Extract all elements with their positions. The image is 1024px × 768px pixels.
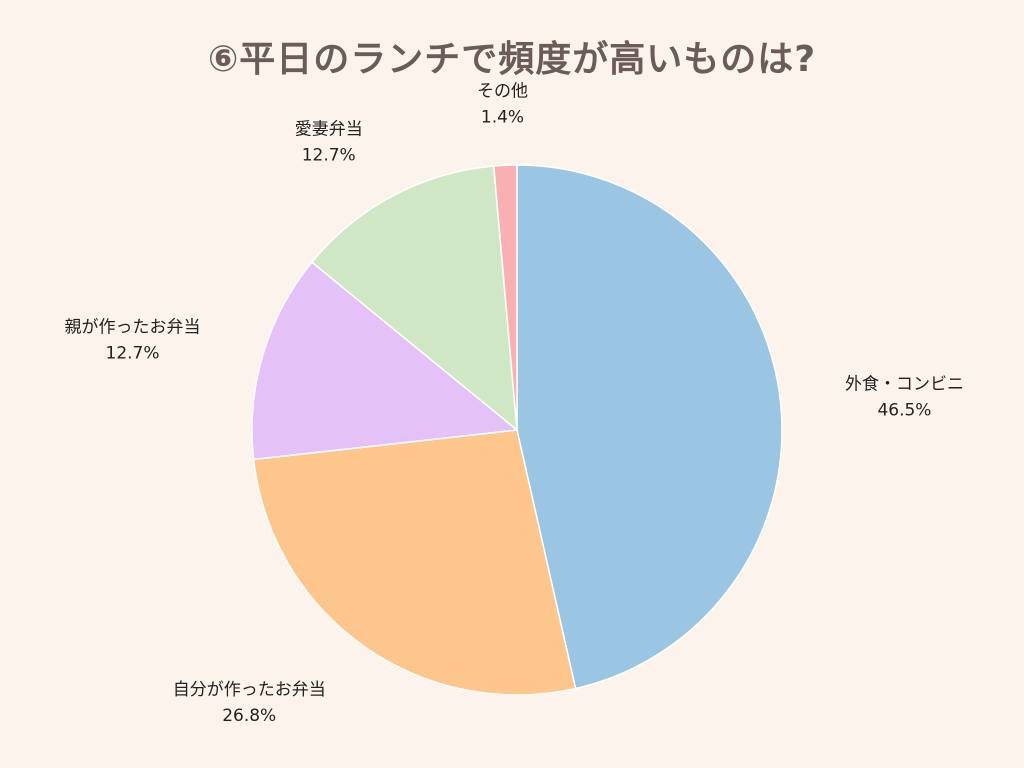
slice-label-value-4: 1.4% bbox=[481, 107, 524, 127]
slice-label-name-2: 親が作ったお弁当 bbox=[65, 318, 201, 338]
pie-slice-3 bbox=[310, 165, 518, 432]
slice-label-value-1: 26.8% bbox=[222, 706, 276, 726]
pie-slice-2 bbox=[251, 261, 519, 461]
slice-label-value-0: 46.5% bbox=[877, 400, 931, 420]
slice-label-name-1: 自分が作ったお弁当 bbox=[173, 680, 326, 700]
slice-labels: 外食・コンビニ 46.5% 自分が作ったお弁当 26.8% 親が作ったお弁当 12.7% 愛… bbox=[65, 81, 964, 726]
slice-label-value-2: 12.7% bbox=[106, 344, 160, 364]
slice-label-name-0: 外食・コンビニ bbox=[845, 374, 964, 394]
pie-slice-0 bbox=[516, 164, 783, 690]
slice-label-name-4: その他 bbox=[477, 81, 528, 101]
pie-slice-1 bbox=[252, 429, 577, 696]
slice-label-value-3: 12.7% bbox=[302, 145, 356, 165]
pie-slice-4 bbox=[492, 164, 518, 431]
pie-slices bbox=[251, 164, 783, 696]
slice-label-name-3: 愛妻弁当 bbox=[295, 119, 363, 139]
chart-title: ⑥平日のランチで頻度が高いものは? bbox=[207, 39, 817, 80]
